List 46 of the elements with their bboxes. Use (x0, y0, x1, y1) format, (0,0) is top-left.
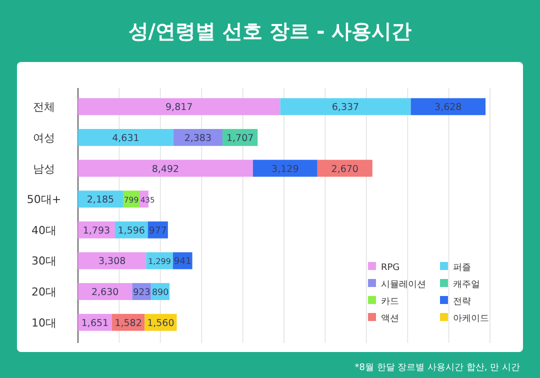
data-label: 3,308 (98, 256, 126, 268)
y-tick-label: 10대 (32, 316, 56, 330)
data-label: 977 (148, 225, 167, 236)
text: *8월 한달 장르별 사용시간 합산, 만 시간 (354, 363, 520, 373)
data-label: 6,337 (332, 102, 360, 114)
bar (78, 160, 253, 177)
data-label: 2,185 (86, 194, 114, 206)
y-tick-label: 남성 (33, 162, 55, 176)
data-label: 2,670 (331, 164, 358, 175)
legend-label: 액션 (381, 314, 399, 324)
legend-label: 시뮬레이션 (381, 280, 426, 290)
data-label: 2,383 (184, 132, 212, 144)
bar (78, 128, 174, 146)
chart-title: 성/연령별 선호 장르 - 사용시간 (128, 19, 412, 43)
legend-label: 아케이드 (453, 314, 489, 324)
data-label: 8,492 (152, 164, 180, 175)
legend-label: 캐주얼 (453, 280, 480, 290)
bar (78, 283, 132, 300)
data-label: 1,560 (147, 318, 174, 329)
data-label: 941 (174, 256, 192, 268)
data-label: 1,651 (81, 318, 109, 329)
legend-label: 전략 (453, 297, 471, 307)
bar (252, 160, 318, 177)
legend-label: 퍼즐 (453, 263, 471, 273)
y-tick-label: 40대 (32, 224, 56, 237)
data-label: 4,631 (112, 132, 140, 144)
data-label: 3,628 (434, 102, 462, 114)
data-label: 1,596 (118, 225, 145, 236)
bar (410, 98, 486, 116)
data-label: 1,707 (226, 132, 254, 144)
legend-label: 카드 (381, 297, 399, 307)
y-tick-label: 30대 (32, 254, 56, 268)
y-tick-label: 전체 (33, 100, 55, 114)
y-tick-label: 50대+ (26, 193, 62, 206)
bar (78, 98, 280, 116)
bar (280, 98, 411, 116)
legend-label: RPG (381, 263, 400, 273)
y-tick-label: 여성 (33, 131, 55, 144)
y-tick-label: 20대 (32, 286, 56, 299)
data-label: 1,793 (82, 225, 110, 236)
data-label: 1,582 (114, 318, 142, 329)
data-label: 3,129 (272, 164, 299, 175)
data-label: 9,817 (166, 102, 193, 114)
data-label: 2,630 (91, 287, 119, 298)
data-label: 923 (132, 288, 151, 298)
data-label: 890 (152, 288, 169, 298)
